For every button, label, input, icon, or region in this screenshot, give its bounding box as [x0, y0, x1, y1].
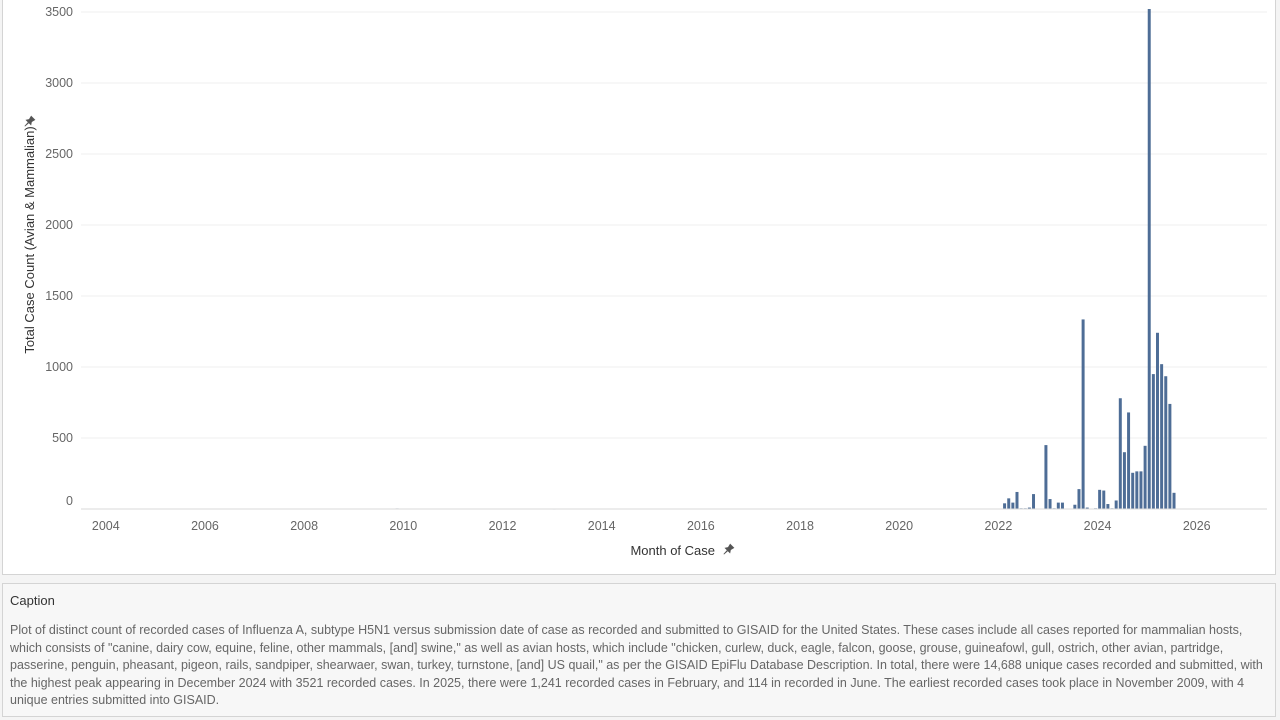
- bar-2024-10[interactable]: [1135, 471, 1139, 509]
- y-tick-label: 1500: [45, 289, 73, 303]
- y-axis-title: Total Case Count (Avian & Mammalian): [22, 126, 37, 353]
- x-tick-label: 2014: [588, 519, 616, 533]
- x-axis-title: Month of Case: [630, 543, 715, 558]
- x-tick-label: 2004: [92, 519, 120, 533]
- x-tick-label: 2026: [1183, 519, 1211, 533]
- bar-2022-09[interactable]: [1032, 494, 1036, 509]
- bar-2025-04[interactable]: [1160, 364, 1164, 509]
- x-tick-label: 2024: [1084, 519, 1112, 533]
- bar-2023-03[interactable]: [1056, 502, 1060, 509]
- bar-2022-12[interactable]: [1044, 445, 1048, 509]
- y-tick-label: 3000: [45, 76, 73, 90]
- bar-2025-03[interactable]: [1156, 332, 1159, 509]
- caption-panel: Caption Plot of distinct count of record…: [2, 583, 1276, 717]
- y-tick-label: 500: [52, 431, 73, 445]
- bar-2024-03[interactable]: [1106, 504, 1110, 509]
- bar-2022-08[interactable]: [1027, 507, 1031, 509]
- grid-lines: [81, 11, 1267, 439]
- bar-2024-09[interactable]: [1131, 472, 1135, 509]
- bar-2024-01[interactable]: [1098, 489, 1102, 509]
- y-axis-title-group: Total Case Count (Avian & Mammalian): [22, 126, 37, 353]
- bar-2022-04[interactable]: [1011, 502, 1015, 509]
- bar-2025-02[interactable]: [1151, 374, 1155, 509]
- caption-title: Caption: [10, 593, 55, 608]
- pin-icon[interactable]: [721, 543, 735, 557]
- bar-2024-12[interactable]: [1143, 445, 1147, 509]
- x-tick-label: 2022: [984, 519, 1012, 533]
- bar-2024-02[interactable]: [1102, 490, 1106, 509]
- x-tick-label: 2010: [389, 519, 417, 533]
- y-tick-label: 2500: [45, 147, 73, 161]
- x-tick-label: 2018: [786, 519, 814, 533]
- bar-2024-07[interactable]: [1122, 452, 1126, 509]
- bar-2022-03[interactable]: [1007, 498, 1011, 509]
- bar-2025-05[interactable]: [1164, 376, 1168, 509]
- y-tick-label: 2000: [45, 218, 73, 232]
- bar-2023-01[interactable]: [1048, 499, 1052, 509]
- bar-2023-09[interactable]: [1081, 319, 1085, 509]
- bar-2024-11[interactable]: [1139, 471, 1143, 509]
- bar-2025-06[interactable]: [1168, 403, 1172, 509]
- x-tick-label: 2020: [885, 519, 913, 533]
- bar-2025-07[interactable]: [1172, 492, 1176, 509]
- bar-2024-08[interactable]: [1127, 412, 1131, 509]
- x-tick-label: 2006: [191, 519, 219, 533]
- bar-2024-05[interactable]: [1114, 500, 1118, 509]
- bar-2024-06[interactable]: [1118, 398, 1122, 509]
- y-tick-label: 1000: [45, 360, 73, 374]
- x-tick-label: 2012: [489, 519, 517, 533]
- bar-2023-07[interactable]: [1073, 504, 1077, 509]
- bar-2025-01[interactable]: [1147, 9, 1151, 510]
- bar-2023-04[interactable]: [1060, 502, 1064, 509]
- bar-2023-10[interactable]: [1085, 507, 1089, 509]
- y-axis-ticks: 0 500 1000 1500 2000 2500 3000 3500: [45, 5, 73, 508]
- y-tick-label: 0: [66, 494, 73, 508]
- x-tick-label: 2008: [290, 519, 318, 533]
- bars: [395, 9, 1176, 510]
- x-tick-label: 2016: [687, 519, 715, 533]
- pin-icon[interactable]: [22, 115, 36, 129]
- x-axis-ticks: 2004 2006 2008 2010 2012 2014 2016 2018 2020 2022…: [92, 519, 1211, 533]
- bar-2022-02[interactable]: [1003, 503, 1007, 509]
- bar-2023-08[interactable]: [1077, 489, 1081, 509]
- chart-panel: 0 500 1000 1500 2000 2500 3000 3500 2004 2006 200…: [2, 0, 1276, 575]
- caption-text: Plot of distinct count of recorded cases…: [10, 623, 1263, 707]
- bar-2022-05[interactable]: [1015, 491, 1019, 509]
- y-tick-label: 3500: [45, 5, 73, 19]
